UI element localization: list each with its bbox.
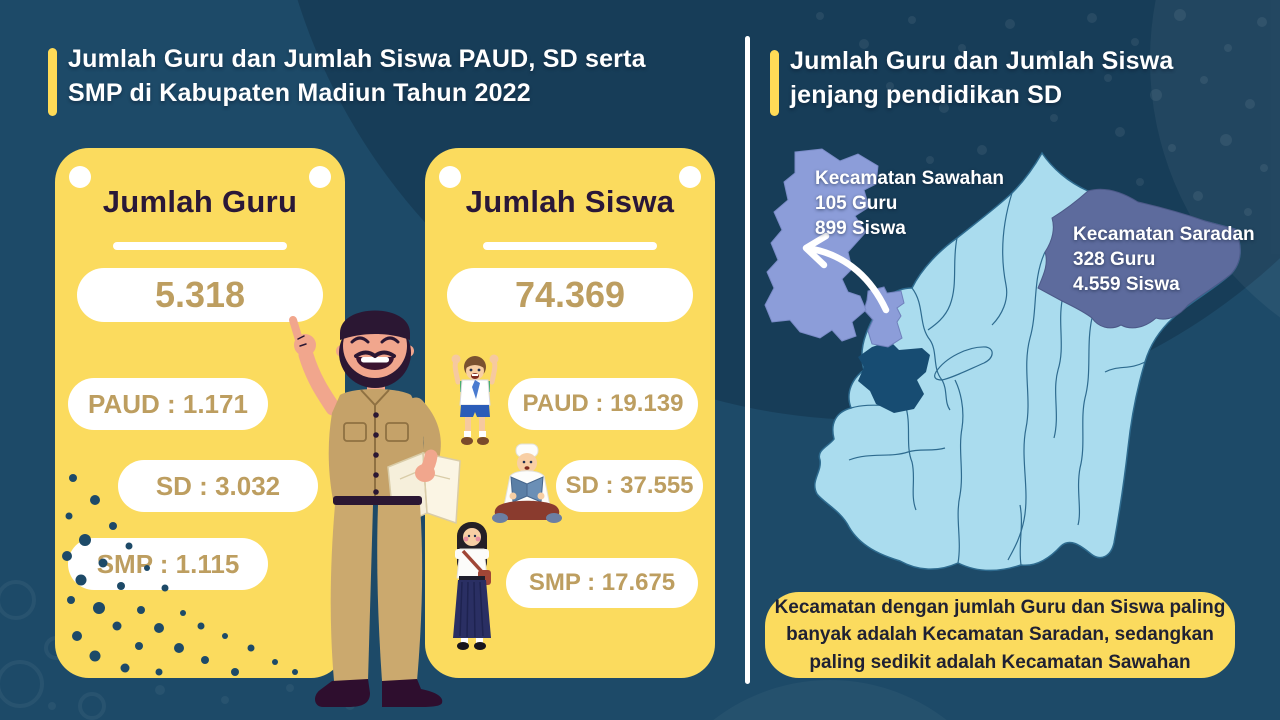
- right-title-accent-bar: [770, 50, 779, 116]
- pin-hole: [679, 166, 701, 188]
- pin-hole: [309, 166, 331, 188]
- map-region-sawahan-small: [863, 286, 905, 348]
- conclusion-note-text: Kecamatan dengan jumlah Guru dan Siswa p…: [774, 596, 1226, 673]
- siswa-paud-value: PAUD : 19.139: [508, 378, 698, 430]
- region-guru-count: 328 Guru: [1073, 249, 1156, 270]
- student-girl-illustration: [453, 522, 491, 650]
- map-region-dark: [858, 341, 930, 413]
- panel-divider: [745, 36, 750, 684]
- guru-smp-value: SMP : 1.115: [68, 538, 268, 590]
- region-siswa-count: 899 Siswa: [815, 218, 906, 239]
- region-name: Kecamatan Sawahan: [815, 168, 1005, 189]
- student-boy-cheering-illustration: [451, 354, 499, 445]
- guru-total-value: 5.318: [77, 268, 323, 322]
- guru-sd-value: SD : 3.032: [118, 460, 318, 512]
- label-kecamatan-sawahan: Kecamatan Sawahan 105 Guru 899 Siswa: [815, 166, 1004, 241]
- pin-hole: [69, 166, 91, 188]
- label-kecamatan-saradan: Kecamatan Saradan 328 Guru 4.559 Siswa: [1073, 222, 1255, 297]
- region-name: Kecamatan Saradan: [1073, 224, 1255, 245]
- curved-arrow-icon: [802, 232, 890, 314]
- card-title-siswa: Jumlah Siswa: [465, 184, 675, 219]
- siswa-total-value: 74.369: [447, 268, 693, 322]
- teacher-illustration: [289, 310, 461, 707]
- left-title-accent-bar: [48, 48, 57, 116]
- left-panel-title: Jumlah Guru dan Jumlah Siswa PAUD, SD se…: [68, 45, 646, 107]
- map-region-saradan: [1037, 188, 1241, 329]
- region-guru-count: 105 Guru: [815, 193, 898, 214]
- siswa-sd-value: SD : 37.555: [556, 460, 703, 512]
- card-title-underline: [483, 242, 657, 250]
- region-siswa-count: 4.559 Siswa: [1073, 274, 1180, 295]
- madiun-district-map: [764, 148, 1241, 572]
- guru-paud-value: PAUD : 1.171: [68, 378, 268, 430]
- card-title-underline: [113, 242, 287, 250]
- conclusion-note-box: Kecamatan dengan jumlah Guru dan Siswa p…: [765, 592, 1235, 678]
- pin-hole: [439, 166, 461, 188]
- map-region-sawahan-enlarged: [764, 148, 879, 342]
- right-panel-title: Jumlah Guru dan Jumlah Siswa jenjang pen…: [790, 47, 1174, 109]
- siswa-smp-value: SMP : 17.675: [506, 558, 698, 608]
- district-borders: [848, 192, 1146, 566]
- student-boy-reading-illustration: [492, 443, 562, 523]
- background-bottom-arc: [640, 680, 1020, 720]
- card-title-guru: Jumlah Guru: [102, 184, 298, 219]
